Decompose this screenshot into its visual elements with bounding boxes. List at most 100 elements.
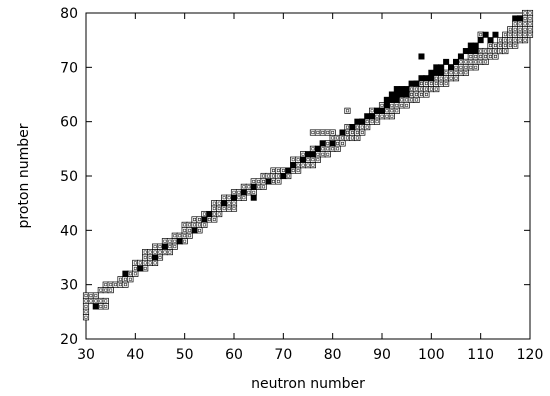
stable-nucleus-point [472,42,479,49]
nucleus-point [526,20,534,27]
nucleus-point [413,96,420,103]
nucleus-point [92,292,99,299]
stable-nucleus-point [472,48,479,55]
nucleus-point [171,243,178,250]
stable-nucleus-point [383,102,390,109]
nucleus-point [334,145,341,152]
nucleus-point [152,259,159,266]
stable-nucleus-point [191,227,198,234]
nucleus-point [339,140,346,147]
x-tick-label: 90 [373,347,391,363]
stable-nucleus-point [122,270,129,277]
stable-nucleus-point [517,15,524,22]
nucleus-point [102,303,109,310]
nucleus-point [388,113,395,120]
nucleus-point [211,216,218,223]
nucleus-point [393,107,400,114]
nucleus-point [522,37,529,44]
x-tick-label: 40 [126,347,144,363]
stable-nucleus-point [393,91,400,98]
y-tick-label: 20 [60,332,78,348]
nucleus-point [329,129,336,136]
nucleus-point [166,249,173,256]
nucleus-point [374,118,381,125]
nucleus-point [132,270,139,277]
stable-nucleus-point [443,58,450,65]
stable-nucleus-point [393,96,400,103]
nucleus-point [82,314,90,321]
nucleus-point [324,151,331,158]
stable-nucleus-point [492,31,499,38]
nucleus-point [462,69,469,76]
stable-nucleus-point [438,64,445,71]
stable-nucleus-point [413,80,420,87]
y-axis-label: proton number [16,123,32,228]
nucleus-point [230,205,238,212]
stable-nucleus-point [433,69,440,76]
stable-nucleus-point [462,48,469,55]
stable-nucleus-point [467,48,474,55]
nucleus-point [260,183,267,190]
stable-nucleus-point [250,194,257,201]
stable-nucleus-point [487,37,494,44]
stable-nucleus-point [349,124,356,131]
nucleus-point [526,26,534,33]
stable-nucleus-point [457,53,464,60]
nucleus-point [309,162,316,169]
y-tick-label: 60 [60,115,78,131]
stable-nucleus-point [137,265,144,272]
nucleus-point [502,47,509,55]
stable-nucleus-point [206,211,213,218]
stable-nucleus-point [285,167,292,174]
x-tick-label: 120 [517,347,544,363]
nucleus-point [102,297,109,305]
x-tick-label: 80 [324,347,342,363]
nucleus-point [285,172,292,180]
nucleus-point [403,102,410,109]
nucleus-point [433,86,440,93]
nucleus-point [275,178,282,185]
stable-nucleus-point [152,254,159,261]
nucleus-point [181,238,188,245]
x-tick-label: 30 [77,347,95,363]
nucleus-point [107,287,114,294]
nucleus-point [364,124,371,131]
nucleus-point [344,107,351,114]
nucleus-point [295,167,302,174]
nucleus-point [526,31,534,38]
nucleus-point [359,129,366,136]
y-tick-label: 70 [60,60,78,76]
nucleus-point [482,58,489,65]
stable-nucleus-point [388,91,395,98]
stable-nucleus-point [512,15,519,22]
x-tick-label: 100 [418,347,445,363]
stable-nucleus-point [388,96,395,103]
x-tick-label: 110 [467,347,494,363]
stable-nucleus-point [176,238,183,245]
nucleus-point [216,210,223,218]
stable-nucleus-point [378,107,385,114]
nucleus-point [472,64,479,71]
nucleus-point [452,75,460,82]
stable-nucleus-point [374,107,381,114]
x-tick-label: 50 [176,347,194,363]
stable-nucleus-point [418,75,425,82]
x-tick-label: 60 [225,347,243,363]
stable-nucleus-point [319,140,326,147]
nucleus-point [186,232,193,239]
nucleus-point [142,265,149,272]
y-tick-label: 40 [60,223,78,239]
stable-nucleus-point [290,162,297,169]
y-axis: 20 30 40 50 60 70 80 [60,6,530,348]
stable-nucleus-point [428,69,435,76]
stable-nucleus-point [314,145,321,152]
nucleus-point [156,254,164,261]
stable-nucleus-point [393,86,400,93]
data-marks [82,9,534,321]
stable-nucleus-point [418,53,425,60]
x-axis-label: neutron number [251,376,365,392]
stable-nucleus-point [428,75,435,82]
nucleus-point [82,303,90,310]
nucleus-point [526,9,534,17]
